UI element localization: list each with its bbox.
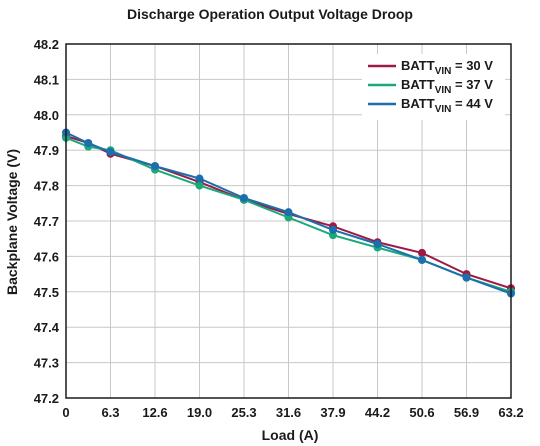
data-point: [329, 225, 337, 234]
x-tick-label: 6.3: [101, 405, 119, 420]
data-point: [284, 208, 293, 217]
legend-label: BATTVIN = 30 V: [401, 58, 493, 77]
series-layer: [62, 128, 515, 298]
x-tick-label: 25.3: [231, 405, 256, 420]
x-tick-label: 56.9: [454, 405, 479, 420]
legend-entry: BATTVIN = 44 V: [368, 96, 493, 115]
data-point: [240, 193, 248, 202]
y-tick-label: 48.0: [34, 108, 59, 123]
y-axis-ticks: 47.2 47.3 47.4 47.5 47.6 47.7 47.8 47.9 48.0 48.1…: [34, 37, 60, 406]
x-tick-label: 0: [62, 405, 69, 420]
legend-label: BATTVIN = 37 V: [401, 77, 493, 96]
x-axis-ticks: 0 6.3 12.6 19.0 25.3 31.6 37.9 44.2 50.6 56.9 63.2: [62, 405, 523, 420]
y-axis-label: Backplane Voltage (V): [4, 149, 20, 295]
legend-entry: BATTVIN = 30 V: [368, 58, 493, 77]
y-tick-label: 48.2: [34, 37, 59, 52]
data-point: [195, 174, 204, 183]
y-tick-label: 47.6: [34, 249, 59, 264]
y-tick-label: 47.7: [34, 214, 59, 229]
plot-frame: [65, 43, 512, 399]
y-tick-label: 48.1: [34, 72, 59, 87]
x-tick-label: 50.6: [409, 405, 434, 420]
y-tick-label: 47.3: [34, 356, 59, 371]
data-point: [151, 162, 159, 171]
x-tick-label: 44.2: [365, 405, 390, 420]
data-point: [106, 147, 115, 156]
data-point: [195, 181, 204, 190]
data-point: [462, 273, 471, 282]
x-axis-label: Load (A): [262, 427, 319, 443]
data-point: [373, 240, 382, 249]
plot-border: [65, 43, 512, 399]
y-tick-label: 47.5: [34, 285, 59, 300]
x-tick-label: 19.0: [187, 405, 212, 420]
x-tick-label: 12.6: [142, 405, 167, 420]
data-point: [84, 139, 93, 148]
series-3: [62, 128, 515, 298]
legend-entry: BATTVIN = 37 V: [368, 77, 493, 96]
data-point: [418, 255, 426, 264]
x-tick-label: 31.6: [276, 405, 301, 420]
x-tick-label: 37.9: [320, 405, 345, 420]
y-tick-label: 47.2: [34, 391, 59, 406]
y-tick-label: 47.8: [34, 179, 59, 194]
chart-title: Discharge Operation Output Voltage Droop: [127, 6, 413, 22]
y-tick-label: 47.4: [34, 320, 60, 335]
y-tick-label: 47.9: [34, 143, 59, 158]
data-point: [418, 248, 426, 257]
x-tick-label: 63.2: [498, 405, 523, 420]
legend-label: BATTVIN = 44 V: [401, 96, 493, 115]
